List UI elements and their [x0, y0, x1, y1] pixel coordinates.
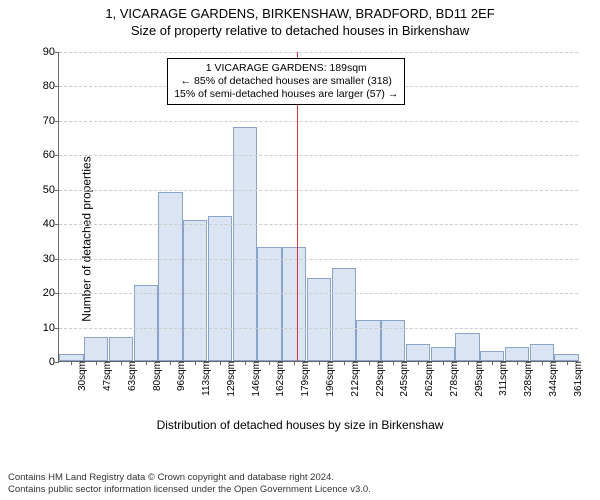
x-tick-label: 196sqm — [323, 361, 336, 397]
x-tick-label: 113sqm — [199, 361, 212, 396]
chart-footer: Contains HM Land Registry data © Crown c… — [8, 472, 371, 496]
plot-area: 010203040506070809030sqm47sqm63sqm80sqm9… — [58, 52, 578, 362]
y-tick-label: 90 — [43, 46, 59, 58]
x-axis-label: Distribution of detached houses by size … — [157, 418, 444, 432]
x-tick-label: 328sqm — [521, 361, 534, 397]
histogram-bar — [307, 278, 331, 361]
chart-title-address: 1, VICARAGE GARDENS, BIRKENSHAW, BRADFOR… — [0, 6, 600, 21]
histogram-bar — [554, 354, 578, 361]
x-tick-label: 30sqm — [75, 361, 88, 391]
reference-info-box: 1 VICARAGE GARDENS: 189sqm← 85% of detac… — [167, 58, 405, 105]
y-tick-label: 30 — [43, 253, 59, 265]
histogram-bar — [183, 220, 207, 361]
chart-title-block: 1, VICARAGE GARDENS, BIRKENSHAW, BRADFOR… — [0, 0, 600, 38]
x-tick-label: 361sqm — [571, 361, 584, 397]
y-tick-label: 20 — [43, 287, 59, 299]
x-tick-label: 146sqm — [249, 361, 262, 397]
histogram-bar — [282, 247, 306, 361]
y-tick-label: 70 — [43, 115, 59, 127]
x-tick-label: 311sqm — [496, 361, 509, 396]
y-tick-label: 80 — [43, 80, 59, 92]
chart-title-subtitle: Size of property relative to detached ho… — [0, 23, 600, 38]
x-tick-label: 179sqm — [298, 361, 311, 397]
histogram-bar — [530, 344, 554, 361]
footer-line2: Contains public sector information licen… — [8, 484, 371, 496]
info-line: 15% of semi-detached houses are larger (… — [174, 88, 398, 101]
y-tick-label: 10 — [43, 322, 59, 334]
histogram-bar — [480, 351, 504, 361]
histogram-bar — [455, 333, 479, 361]
x-tick-label: 80sqm — [150, 361, 163, 391]
x-tick-label: 278sqm — [447, 361, 460, 397]
histogram-bar — [381, 320, 405, 361]
histogram-bar — [505, 347, 529, 361]
info-line: ← 85% of detached houses are smaller (31… — [174, 75, 398, 88]
x-tick-label: 229sqm — [373, 361, 386, 397]
x-tick-label: 212sqm — [348, 361, 361, 397]
histogram-bar — [134, 285, 158, 361]
x-tick-label: 344sqm — [546, 361, 559, 397]
footer-line1: Contains HM Land Registry data © Crown c… — [8, 472, 371, 484]
x-tick-label: 162sqm — [273, 361, 286, 397]
y-tick-label: 50 — [43, 184, 59, 196]
x-tick-label: 129sqm — [224, 361, 237, 397]
histogram-bar — [332, 268, 356, 361]
y-tick-label: 40 — [43, 218, 59, 230]
histogram-bar — [59, 354, 83, 361]
x-tick-label: 63sqm — [125, 361, 138, 391]
x-tick-label: 295sqm — [472, 361, 485, 397]
x-tick-label: 47sqm — [100, 361, 113, 391]
info-line: 1 VICARAGE GARDENS: 189sqm — [174, 62, 398, 75]
histogram-bar — [158, 192, 182, 361]
x-tick-label: 245sqm — [397, 361, 410, 397]
histogram-bar — [208, 216, 232, 361]
x-tick-label: 262sqm — [422, 361, 435, 397]
histogram-bar — [84, 337, 108, 361]
histogram-bar — [257, 247, 281, 361]
histogram-bar — [406, 344, 430, 361]
chart-container: Number of detached properties 0102030405… — [0, 44, 600, 434]
x-tick-label: 96sqm — [174, 361, 187, 391]
histogram-bar — [109, 337, 133, 361]
y-tick-label: 0 — [49, 356, 59, 368]
histogram-bar — [356, 320, 380, 361]
histogram-bar — [431, 347, 455, 361]
y-tick-label: 60 — [43, 149, 59, 161]
histogram-bar — [233, 127, 257, 361]
